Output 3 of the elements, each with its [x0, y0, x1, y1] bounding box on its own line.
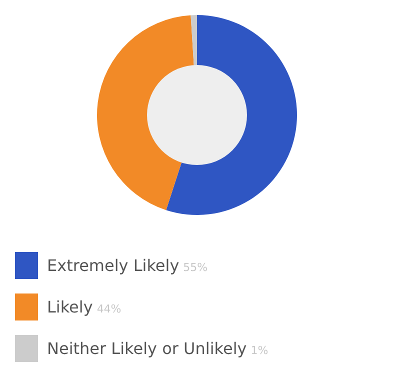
legend-label: Likely	[47, 298, 93, 316]
legend-label: Extremely Likely	[47, 256, 180, 275]
legend-label: Neither Likely or Unlikely	[47, 339, 247, 358]
